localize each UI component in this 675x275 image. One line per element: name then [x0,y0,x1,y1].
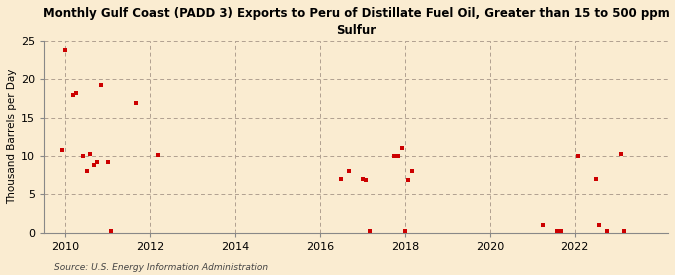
Y-axis label: Thousand Barrels per Day: Thousand Barrels per Day [7,69,17,204]
Point [152,153,163,157]
Point [389,154,400,158]
Point [591,177,601,181]
Text: Source: U.S. Energy Information Administration: Source: U.S. Energy Information Administ… [54,263,268,272]
Point [71,91,82,95]
Point [615,152,626,156]
Point [131,101,142,105]
Point [556,229,566,233]
Point [601,229,612,233]
Point [84,152,95,156]
Point [572,154,583,158]
Point [88,163,99,167]
Point [60,48,71,52]
Point [92,160,103,164]
Point [551,229,562,233]
Point [78,154,88,158]
Point [57,148,68,152]
Point [392,154,403,158]
Title: Monthly Gulf Coast (PADD 3) Exports to Peru of Distillate Fuel Oil, Greater than: Monthly Gulf Coast (PADD 3) Exports to P… [43,7,670,37]
Point [400,229,410,233]
Point [95,83,106,87]
Point [81,169,92,174]
Point [336,177,347,181]
Point [360,178,371,183]
Point [343,169,354,174]
Point [407,169,418,174]
Point [364,229,375,233]
Point [594,223,605,227]
Point [396,146,407,150]
Point [619,229,630,233]
Point [357,177,368,181]
Point [403,177,414,182]
Point [537,223,548,227]
Point [103,160,113,164]
Point [68,92,78,97]
Point [106,229,117,233]
